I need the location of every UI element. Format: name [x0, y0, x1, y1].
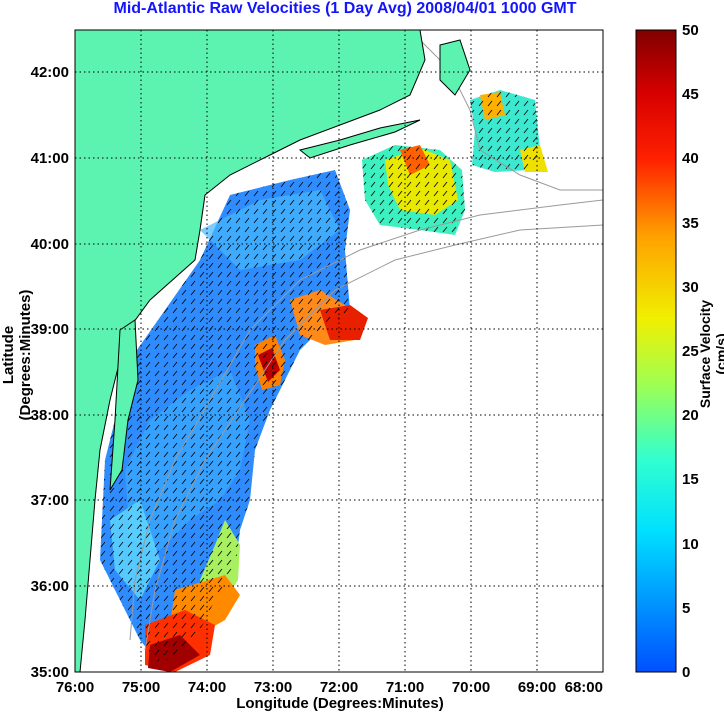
colorbar-tick-label: 30: [682, 279, 699, 296]
colorbar-tick-label: 0: [682, 664, 690, 681]
y-tick-label: 42:00: [31, 64, 69, 81]
y-tick-label: 39:00: [31, 321, 69, 338]
colorbar-tick-label: 5: [682, 600, 690, 617]
x-tick-label: 69:00: [518, 679, 556, 696]
y-tick-label: 40:00: [31, 236, 69, 253]
y-tick-label: 38:00: [31, 407, 69, 424]
chart-title: Mid-Atlantic Raw Velocities (1 Day Avg) …: [113, 0, 577, 17]
x-tick-label: 76:00: [56, 679, 94, 696]
velocity-field: [100, 90, 548, 672]
colorbar-label: Surface Velocity (cm/s): [697, 299, 724, 409]
y-tick-label: 41:00: [31, 150, 69, 167]
colorbar: 0 5 10 15 20 25 30 35 40 45 50: [635, 22, 699, 681]
y-tick-label: 37:00: [31, 492, 69, 509]
x-tick-label: 70:00: [452, 679, 490, 696]
x-tick-label: 75:00: [122, 679, 160, 696]
y-axis-ticks: 35:00 36:00 37:00 38:00 39:00 40:00 41:0…: [31, 64, 69, 681]
colorbar-tick-label: 20: [682, 407, 699, 424]
y-tick-label: 35:00: [31, 664, 69, 681]
colorbar-tick-label: 50: [682, 22, 699, 39]
x-tick-label: 73:00: [254, 679, 292, 696]
x-axis-ticks: 76:00 75:00 74:00 73:00 72:00 71:00 70:0…: [56, 679, 603, 696]
x-tick-label: 74:00: [188, 679, 226, 696]
y-tick-label: 36:00: [31, 578, 69, 595]
colorbar-tick-label: 10: [682, 536, 699, 553]
colorbar-tick-label: 40: [682, 150, 699, 167]
colorbar-tick-label: 35: [682, 215, 699, 232]
y-axis-label: Latitude (Degrees:Minutes): [0, 289, 34, 421]
x-tick-label: 72:00: [320, 679, 358, 696]
colorbar-gradient: [635, 29, 677, 673]
colorbar-tick-label: 45: [682, 86, 699, 103]
x-tick-label: 68:00: [565, 679, 603, 696]
land-mass: [75, 30, 471, 672]
x-tick-label: 71:00: [386, 679, 424, 696]
map-frame: [74, 29, 604, 673]
colorbar-tick-label: 15: [682, 471, 699, 488]
colorbar-tick-label: 25: [682, 343, 699, 360]
x-axis-label: Longitude (Degrees:Minutes): [236, 695, 444, 712]
